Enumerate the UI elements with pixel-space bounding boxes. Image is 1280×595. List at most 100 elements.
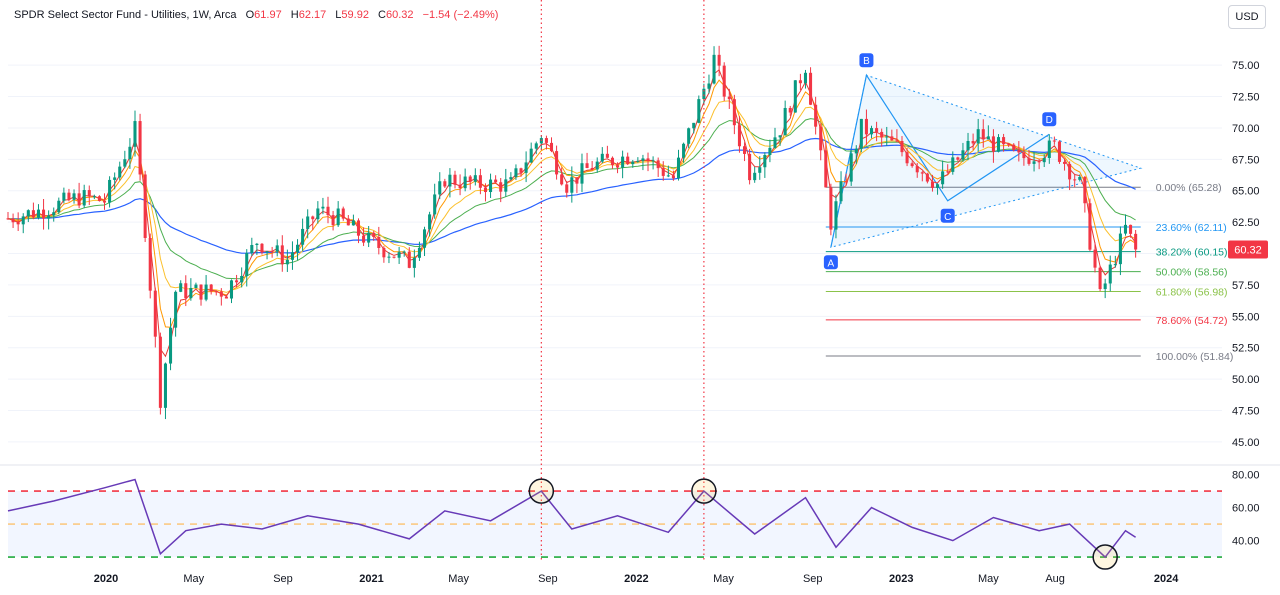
candle-body bbox=[290, 252, 294, 260]
candle-body bbox=[1088, 203, 1092, 250]
time-tick-label: Sep bbox=[273, 573, 293, 585]
fib-level-label: 38.20% (60.15) bbox=[1156, 247, 1228, 259]
candle-body bbox=[123, 159, 127, 167]
candle-body bbox=[118, 166, 122, 178]
candle-body bbox=[311, 216, 315, 220]
candle-body bbox=[153, 290, 157, 337]
candle-body bbox=[397, 252, 401, 258]
candle-body bbox=[854, 148, 858, 154]
vertical-marker-lines[interactable] bbox=[540, 0, 705, 562]
time-tick-label: 2021 bbox=[359, 573, 383, 585]
candle-body bbox=[727, 96, 731, 100]
time-tick-label: May bbox=[713, 573, 734, 585]
candle-body bbox=[494, 179, 498, 183]
candle-body bbox=[321, 206, 325, 209]
candle-body bbox=[280, 245, 284, 265]
candle-body bbox=[996, 137, 1001, 152]
pattern-triangle bbox=[830, 74, 1143, 248]
candle-body bbox=[549, 142, 554, 152]
candle-body bbox=[575, 177, 579, 184]
candle-body bbox=[143, 174, 147, 238]
pattern-point-badge bbox=[823, 255, 838, 270]
candle-body bbox=[250, 244, 254, 253]
candle-body bbox=[433, 194, 437, 215]
candle-body bbox=[585, 163, 589, 168]
candle-body bbox=[67, 192, 71, 200]
candle-body bbox=[412, 257, 416, 268]
candle-body bbox=[616, 165, 620, 168]
price-axis[interactable]: 75.0072.5070.0067.5065.0062.5060.0057.50… bbox=[1228, 60, 1268, 449]
candle-body bbox=[194, 284, 198, 288]
candle-body bbox=[402, 251, 406, 253]
candle-body bbox=[793, 80, 797, 113]
abcd-pattern-drawing[interactable]: A B C D bbox=[823, 53, 1143, 270]
candle-body bbox=[97, 196, 101, 202]
fibonacci-retracement[interactable]: 0.00% (65.28) 23.60% (62.11) 38.20% (60.15… bbox=[825, 182, 1234, 363]
candle-body bbox=[483, 187, 487, 193]
candle-body bbox=[438, 181, 442, 195]
candle-body bbox=[47, 215, 51, 219]
candle-body bbox=[1129, 224, 1133, 234]
candle-body bbox=[174, 291, 178, 328]
candle-body bbox=[133, 121, 137, 147]
rsi-axis[interactable]: 80.00 60.00 40.00 bbox=[1232, 470, 1260, 548]
chart-legend-header: SPDR Select Sector Fund - Utilities, 1W,… bbox=[14, 9, 498, 21]
candle-body bbox=[1134, 233, 1138, 250]
low-label: L bbox=[335, 9, 342, 21]
price-tick-label: 55.00 bbox=[1232, 311, 1260, 323]
candle-body bbox=[524, 162, 528, 173]
candle-body bbox=[783, 107, 787, 136]
candle-body bbox=[489, 179, 493, 193]
candle-body bbox=[885, 136, 889, 138]
pattern-point-badge bbox=[1042, 112, 1057, 127]
time-axis[interactable]: 2020 May Sep 2021 May Sep 2022 May Sep 2023 May Aug… bbox=[94, 573, 1180, 585]
low-value: 59.92 bbox=[341, 9, 369, 21]
candle-body bbox=[341, 208, 345, 219]
candle-body bbox=[1123, 224, 1128, 234]
candle-body bbox=[463, 176, 467, 189]
candle-body bbox=[1047, 140, 1051, 159]
candle-body bbox=[62, 192, 66, 201]
candle-body bbox=[26, 210, 30, 217]
candle-body bbox=[859, 118, 863, 149]
candle-body bbox=[473, 175, 477, 182]
candle-body bbox=[986, 136, 990, 140]
candle-body bbox=[351, 220, 355, 226]
time-tick-label: May bbox=[978, 573, 999, 585]
candle-body bbox=[209, 284, 213, 292]
high-value: 62.17 bbox=[298, 9, 327, 21]
change-value: −1.54 (−2.49%) bbox=[422, 9, 499, 21]
candle-body bbox=[692, 122, 696, 129]
candle-body bbox=[544, 138, 548, 143]
price-tick-label: 70.00 bbox=[1232, 123, 1260, 135]
rsi-tick-label: 80.00 bbox=[1232, 470, 1260, 482]
candle-body bbox=[656, 160, 660, 169]
candle-body bbox=[163, 363, 167, 408]
pattern-legs bbox=[830, 73, 1050, 248]
candle-body bbox=[128, 146, 132, 160]
candle-body bbox=[555, 151, 559, 175]
candle-body bbox=[880, 131, 884, 138]
candle-body bbox=[778, 135, 782, 138]
candle-body bbox=[758, 167, 762, 173]
candle-body bbox=[915, 166, 919, 173]
currency-button[interactable]: USD bbox=[1228, 5, 1266, 29]
rsi-highlight-circle bbox=[691, 478, 717, 504]
candle-body bbox=[275, 245, 279, 252]
candle-body bbox=[1103, 283, 1107, 290]
rsi-highlight-circle bbox=[528, 478, 555, 504]
rsi-gridlines bbox=[0, 464, 1280, 558]
candle-body bbox=[925, 173, 929, 182]
candle-body bbox=[36, 209, 41, 218]
candle-body bbox=[204, 284, 208, 300]
candle-body bbox=[900, 141, 904, 153]
candle-body bbox=[768, 147, 772, 155]
candle-body bbox=[936, 184, 940, 188]
candle-body bbox=[108, 179, 112, 203]
open-value: 61.97 bbox=[254, 9, 282, 21]
fib-level-label: 0.00% (65.28) bbox=[1156, 182, 1222, 194]
candle-body bbox=[682, 143, 686, 158]
candle-body bbox=[565, 184, 569, 193]
candle-body bbox=[930, 181, 934, 188]
